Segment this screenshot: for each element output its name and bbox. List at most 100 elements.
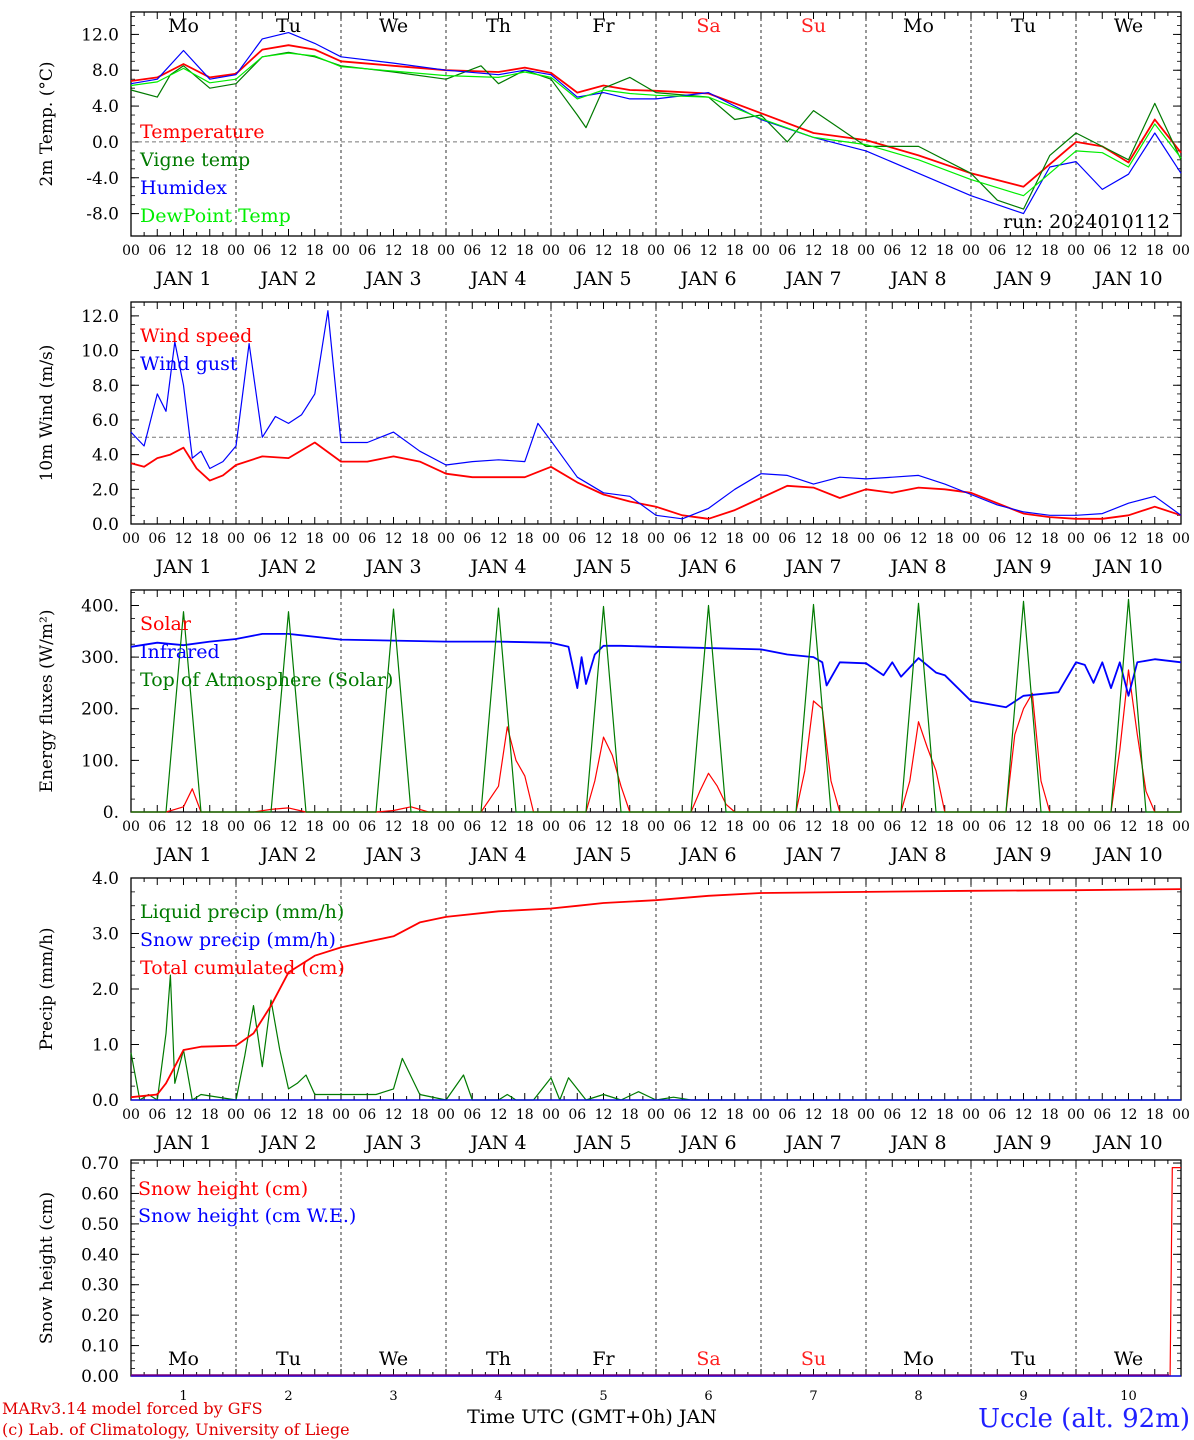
hour-tick-label: 18 [306,243,324,259]
legend-entry: Infrared [140,641,220,663]
hour-tick-label: 06 [148,1107,166,1123]
date-label: JAN 3 [363,556,421,578]
hour-tick-label: 00 [962,243,980,259]
day-name-label: Tu [276,15,301,37]
hour-tick-label: 12 [385,243,403,259]
y-tick-label: 8.0 [92,376,119,396]
hour-tick-label: 18 [726,1107,744,1123]
day-number-label: 9 [1019,1389,1027,1404]
hour-tick-label: 00 [122,243,140,259]
date-label: JAN 4 [468,1132,526,1154]
hour-tick-label: 00 [647,819,665,835]
hour-tick-label: 12 [175,1107,193,1123]
hour-tick-label: 06 [253,1107,271,1123]
y-tick-label: 1.0 [92,1036,119,1056]
hour-tick-label: 06 [778,531,796,547]
day-name-label: Fr [592,1348,615,1370]
hour-tick-label: 18 [621,819,639,835]
day-name-label: Sa [696,1348,720,1370]
day-name-label: Tu [276,1348,301,1370]
hour-tick-label: 00 [542,531,560,547]
day-name-label: Sa [696,15,720,37]
hour-tick-label: 00 [437,1107,455,1123]
date-label: JAN 7 [783,556,841,578]
hour-tick-label: 06 [568,819,586,835]
date-label: JAN 9 [993,1132,1051,1154]
hour-tick-label: 12 [280,1107,298,1123]
hour-tick-label: 12 [280,531,298,547]
hour-tick-label: 06 [1093,531,1111,547]
hour-tick-label: 18 [831,1107,849,1123]
y-axis-label: 10m Wind (m/s) [37,345,57,482]
date-label: JAN 6 [678,1132,736,1154]
hour-tick-label: 06 [568,531,586,547]
y-tick-label: 4.0 [92,869,119,889]
y-tick-label: 200. [81,700,119,720]
y-tick-label: 3.0 [92,925,119,945]
y-tick-label: 4.0 [92,446,119,466]
hour-tick-label: 00 [752,1107,770,1123]
date-label: JAN 3 [363,1132,421,1154]
hour-tick-label: 18 [306,531,324,547]
day-number-label: 7 [809,1389,817,1404]
legend-entry: Wind gust [140,353,238,375]
hour-tick-label: 00 [332,819,350,835]
hour-tick-label: 06 [988,531,1006,547]
hour-tick-label: 12 [1015,819,1033,835]
y-axis: 12.0 8.0 4.0 0.0 -4.0 -8.0 [81,16,1181,225]
hour-tick-label: 06 [253,531,271,547]
y-axis-label: Snow height (cm) [37,1192,57,1344]
date-label: JAN 8 [888,1132,946,1154]
hour-tick-label: 00 [1172,819,1190,835]
series-line-total-cumulated-cm- [130,888,1182,1099]
hour-tick-label: 12 [595,1107,613,1123]
y-axis: 400. 300. 200. 100. 0. [81,592,1181,823]
panel-4: 4.0 3.0 2.0 1.0 0.0 Precip (mm/h) Liquid preci… [37,869,1190,1154]
credit-line-2: (c) Lab. of Climatology, University of L… [2,1420,350,1439]
hour-tick-label: 18 [726,819,744,835]
hour-tick-label: 00 [962,1107,980,1123]
y-tick-label: 6.0 [92,411,119,431]
date-label: JAN 3 [363,268,421,290]
hour-tick-label: 00 [122,1107,140,1123]
y-tick-label: 0.10 [81,1337,119,1357]
hour-tick-label: 12 [805,1107,823,1123]
hour-tick-label: 06 [463,819,481,835]
hour-tick-label: 12 [805,243,823,259]
y-tick-label: 300. [81,648,119,668]
y-tick-label: 0.40 [81,1245,119,1265]
date-label: JAN 10 [1092,268,1162,290]
date-label: JAN 5 [573,844,631,866]
hour-tick-label: 12 [595,243,613,259]
date-label: JAN 8 [888,844,946,866]
hour-tick-label: 18 [411,243,429,259]
series-line-infrared [130,633,1182,709]
hour-tick-label: 06 [883,1107,901,1123]
date-label: JAN 6 [678,556,736,578]
date-label: JAN 1 [153,1132,211,1154]
y-axis-label: Precip (mm/h) [37,927,57,1050]
hour-tick-label: 18 [936,1107,954,1123]
legend-entry: Wind speed [140,325,252,347]
hour-tick-label: 18 [936,243,954,259]
hour-tick-label: 06 [673,531,691,547]
hour-tick-label: 00 [332,1107,350,1123]
hour-tick-label: 00 [437,243,455,259]
hour-tick-label: 12 [700,819,718,835]
legend-entry: Snow height (cm W.E.) [138,1205,356,1227]
day-name-label: Th [486,1348,511,1370]
y-tick-label: 0.0 [92,515,119,535]
hour-tick-label: 12 [385,531,403,547]
day-number-label: 2 [284,1389,292,1404]
hour-tick-label: 06 [988,1107,1006,1123]
y-tick-label: 2.0 [92,980,119,1000]
hour-tick-label: 18 [306,819,324,835]
hour-tick-label: 06 [1093,1107,1111,1123]
day-number-label: 4 [494,1389,502,1404]
day-name-label: Fr [592,15,615,37]
y-tick-label: 0. [103,803,119,823]
hour-tick-label: 00 [647,243,665,259]
hour-tick-label: 06 [358,531,376,547]
legend-entry: Liquid precip (mm/h) [140,901,344,923]
hour-tick-label: 18 [411,819,429,835]
